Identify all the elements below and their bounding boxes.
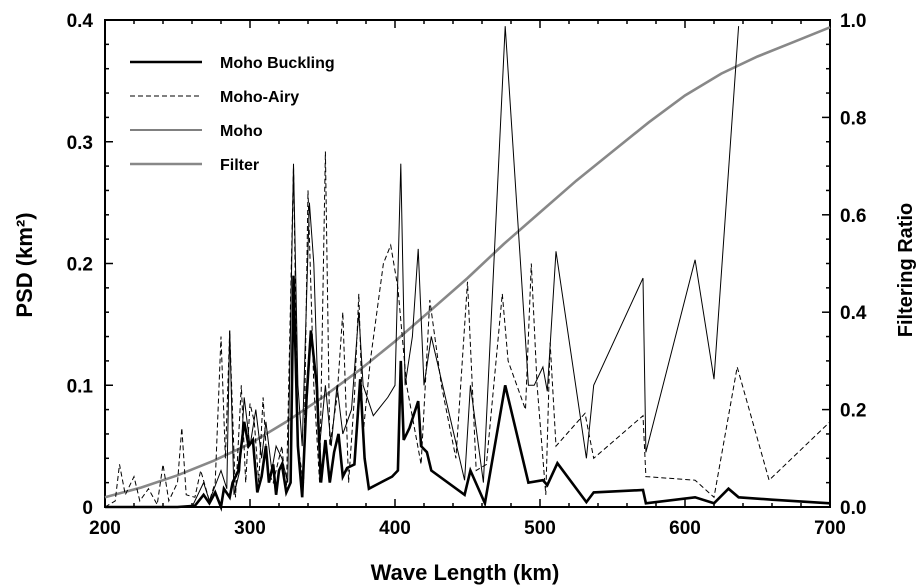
x-tick-label: 200 [89, 518, 121, 539]
y-tick-label-right: 0.4 [840, 303, 867, 324]
y-tick-label-right: 0.0 [840, 498, 866, 519]
y-axis-right-title: Filtering Ratio [895, 203, 917, 337]
series-line-moho-buckling [105, 275, 831, 512]
y-tick-label-right: 0.2 [840, 401, 866, 422]
legend-label: Filter [220, 157, 259, 174]
y-tick-label-right: 0.6 [840, 206, 866, 227]
x-tick-label: 300 [234, 518, 266, 539]
x-tick-label: 400 [379, 518, 411, 539]
ticks: 200 300 400 500 600 700 0 0.1 0.2 0.3 0.4 0.0 0.2 0.4… [67, 11, 867, 539]
legend-label: Moho-Airy [220, 89, 299, 106]
y-tick-label-left: 0.3 [67, 133, 93, 154]
y-tick-label-left: 0.1 [67, 376, 94, 397]
y-tick-label-right: 1.0 [840, 11, 866, 32]
y-tick-label-left: 0.4 [67, 11, 94, 32]
x-tick-label: 500 [524, 518, 556, 539]
x-tick-label: 700 [814, 518, 846, 539]
y-tick-label-right: 0.8 [840, 108, 866, 129]
y-axis-title: PSD (km²) [12, 212, 37, 317]
legend-label: Moho [220, 123, 263, 140]
x-tick-label: 600 [669, 518, 701, 539]
legend: Moho Buckling Moho-Airy Moho Filter [130, 55, 335, 174]
series-line-moho [105, 26, 740, 508]
legend-label: Moho Buckling [220, 55, 335, 72]
x-axis-title: Wave Length (km) [371, 560, 560, 585]
y-tick-label-left: 0 [82, 498, 93, 519]
y-tick-label-left: 0.2 [67, 255, 93, 276]
series-line-moho-airy [104, 151, 831, 508]
series-lines [104, 26, 831, 512]
